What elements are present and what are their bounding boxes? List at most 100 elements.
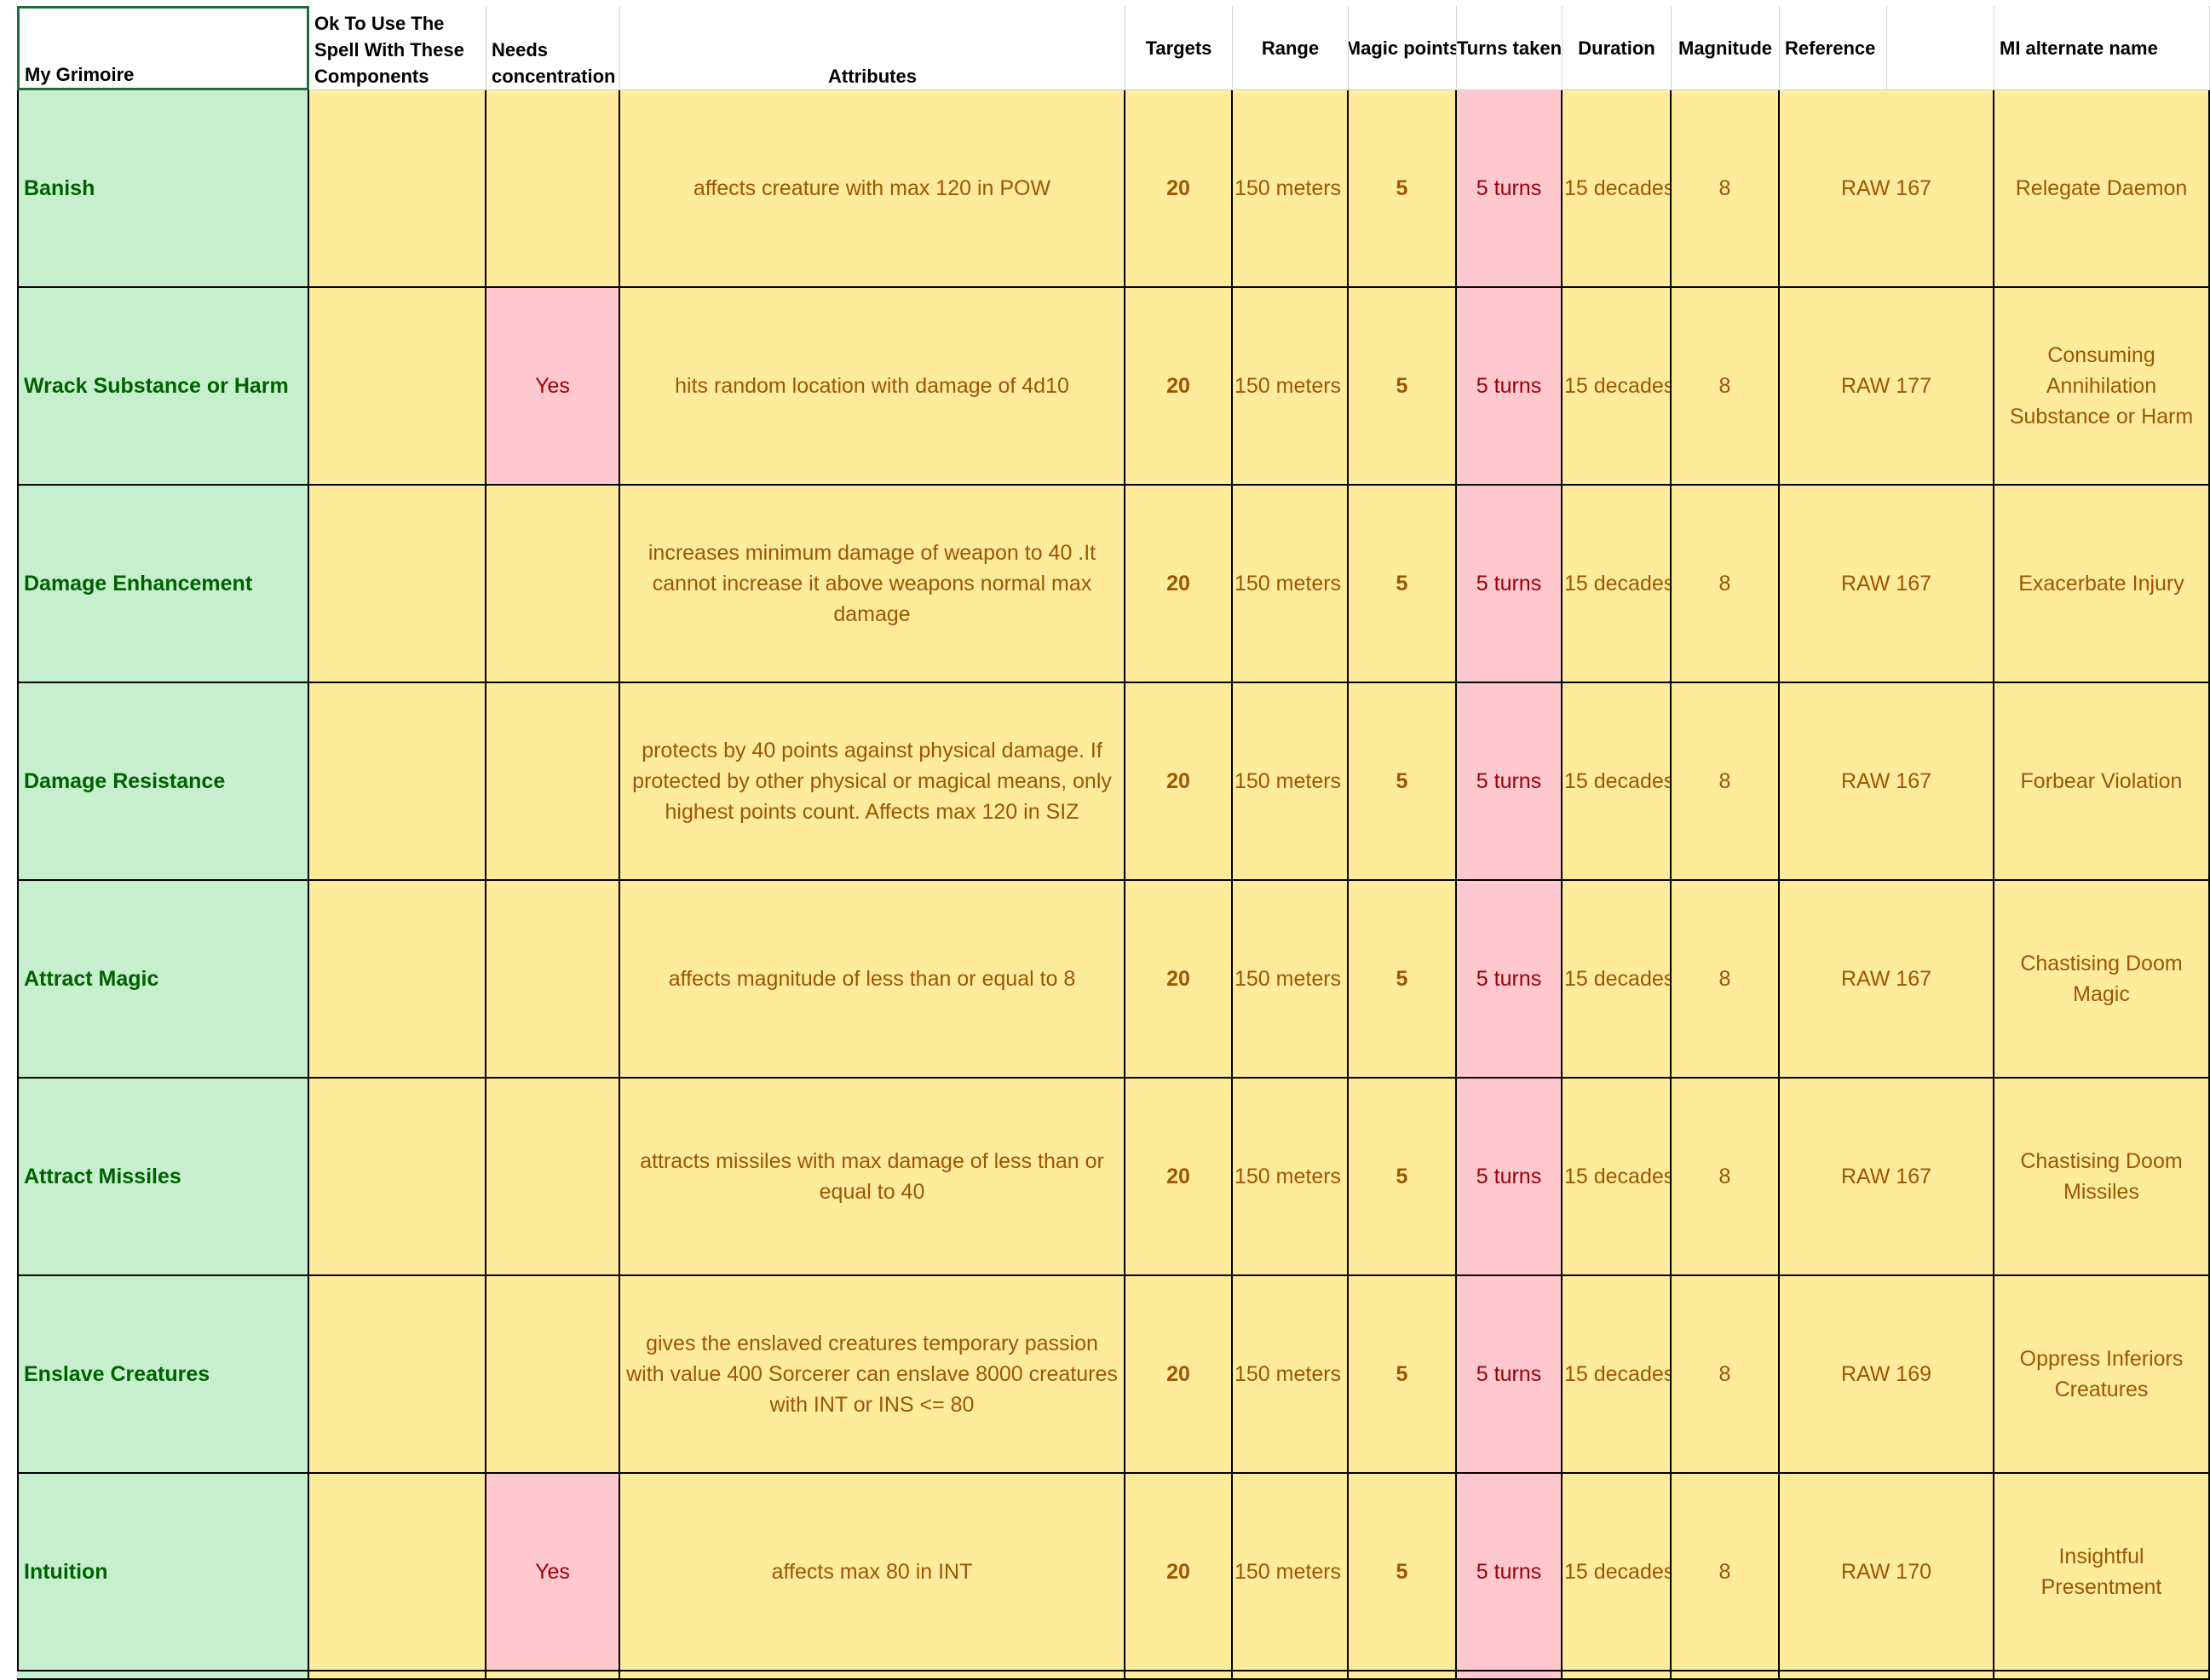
cell-text: 150 meters	[1234, 1362, 1342, 1386]
cell-text: 15 decades	[1564, 967, 1672, 991]
cell-text: hits random location with damage of 4d10	[675, 374, 1069, 398]
cell-text: Targets	[1145, 37, 1212, 59]
header-cell: MI alternate name	[1994, 6, 2210, 90]
data-cell: 20	[1125, 90, 1233, 288]
cell-text: 15 decades	[1564, 769, 1672, 793]
data-cell: 5	[1349, 90, 1457, 288]
data-cell: 5 turns	[1457, 1276, 1563, 1474]
data-cell: Attract Missiles	[17, 1079, 309, 1276]
cell-text: 20	[1166, 1362, 1190, 1386]
cell-text: 5 turns	[1476, 374, 1542, 398]
data-cell	[486, 881, 620, 1079]
data-cell: 15 decades	[1563, 90, 1672, 288]
cell-text: MI alternate name	[2000, 37, 2158, 59]
data-cell: 5	[1349, 1079, 1457, 1276]
data-cell: Forbear Violation	[1994, 683, 2210, 881]
data-cell: 150 meters	[1233, 90, 1349, 288]
cell-text: Exacerbate Injury	[2018, 572, 2184, 595]
cell-text: 5	[1396, 374, 1408, 398]
cell-text: 5	[1396, 769, 1408, 793]
cell-text: 8	[1718, 374, 1731, 398]
cell-text: RAW 167	[1840, 769, 1932, 793]
cell-text: Insightful Presentment	[2040, 1545, 2162, 1599]
cell-text: 20	[1166, 374, 1190, 398]
data-cell	[1457, 1671, 1563, 1680]
data-cell: Intuition	[17, 1474, 309, 1671]
cell-text: 5	[1396, 1560, 1408, 1584]
cell-text: 15 decades	[1564, 1362, 1672, 1386]
cell-text: 8	[1718, 1560, 1731, 1584]
data-cell: 8	[1672, 486, 1780, 683]
cell-text: RAW 170	[1840, 1560, 1932, 1584]
header-cell: Ok To Use The Spell With These Component…	[309, 6, 486, 90]
data-cell: 5 turns	[1457, 90, 1563, 288]
data-cell: 15 decades	[1563, 1079, 1672, 1276]
cell-text: Consuming Annihilation Substance or Harm	[2009, 343, 2194, 429]
data-cell: Enslave Creatures	[17, 1276, 309, 1474]
data-cell: Attract Magic	[17, 881, 309, 1079]
cell-text: gives the enslaved creatures temporary p…	[626, 1332, 1118, 1417]
cell-text: 15 decades	[1564, 572, 1672, 595]
data-cell	[1349, 1671, 1457, 1680]
data-cell	[1233, 1671, 1349, 1680]
cell-text: 5 turns	[1476, 572, 1542, 595]
data-cell: Wrack Substance or Harm	[17, 288, 309, 486]
data-cell: 8	[1672, 1079, 1780, 1276]
cell-text: Range	[1261, 37, 1320, 59]
header-cell: Magic points	[1349, 6, 1457, 90]
cell-text: RAW 167	[1840, 967, 1932, 991]
cell-text: 150 meters	[1234, 1165, 1342, 1188]
data-cell: protects by 40 points against physical d…	[620, 683, 1125, 881]
cell-text: 15 decades	[1564, 374, 1672, 398]
header-cell: Attributes	[620, 6, 1125, 90]
cell-text: 8	[1718, 176, 1731, 200]
data-cell	[1125, 1671, 1233, 1680]
data-cell: RAW 167	[1780, 90, 1994, 288]
data-cell: RAW 177	[1780, 288, 1994, 486]
header-cell: Turns taken	[1457, 6, 1563, 90]
data-cell: 20	[1125, 288, 1233, 486]
header-cell: Magnitude	[1672, 6, 1780, 90]
cell-text: RAW 167	[1840, 572, 1932, 595]
cell-text: 5	[1396, 967, 1408, 991]
cell-text: Attract Missiles	[24, 1165, 181, 1188]
cell-text: Attract Magic	[24, 967, 159, 991]
data-cell: 15 decades	[1563, 486, 1672, 683]
cell-text: 20	[1166, 1165, 1190, 1188]
cell-text: 150 meters	[1234, 769, 1342, 793]
data-cell: Consuming Annihilation Substance or Harm	[1994, 288, 2210, 486]
data-cell	[17, 1671, 309, 1680]
cell-text: 8	[1718, 1165, 1731, 1188]
data-cell: gives the enslaved creatures temporary p…	[620, 1276, 1125, 1474]
data-cell: 150 meters	[1233, 1079, 1349, 1276]
data-cell: 20	[1125, 1276, 1233, 1474]
cell-text: 150 meters	[1234, 572, 1342, 595]
data-cell: RAW 170	[1780, 1474, 1994, 1671]
data-cell: Damage Resistance	[17, 683, 309, 881]
header-cell: Needs concentration	[486, 6, 620, 90]
data-cell: 5	[1349, 881, 1457, 1079]
cell-text: Magic points	[1349, 37, 1457, 59]
cell-text: My Grimoire	[25, 64, 135, 85]
data-cell: 15 decades	[1563, 1276, 1672, 1474]
cell-text: Intuition	[24, 1560, 108, 1584]
data-cell: Chastising Doom Missiles	[1994, 1079, 2210, 1276]
data-cell: 5 turns	[1457, 288, 1563, 486]
data-cell	[620, 1671, 1125, 1680]
header-cell: Reference	[1780, 6, 1887, 90]
cell-text: RAW 169	[1840, 1362, 1932, 1386]
header-cell: Range	[1233, 6, 1349, 90]
data-cell: Damage Enhancement	[17, 486, 309, 683]
data-cell: 5	[1349, 486, 1457, 683]
data-cell: RAW 167	[1780, 1079, 1994, 1276]
cell-text: 5 turns	[1476, 1560, 1542, 1584]
cell-text: 150 meters	[1234, 374, 1342, 398]
cell-text: 150 meters	[1234, 1560, 1342, 1584]
cell-text: Reference	[1785, 37, 1876, 59]
data-cell: RAW 167	[1780, 683, 1994, 881]
data-cell: increases minimum damage of weapon to 40…	[620, 486, 1125, 683]
cell-text: 8	[1718, 572, 1731, 595]
data-cell	[1780, 1671, 1994, 1680]
data-cell	[309, 1474, 486, 1671]
data-cell: 8	[1672, 90, 1780, 288]
